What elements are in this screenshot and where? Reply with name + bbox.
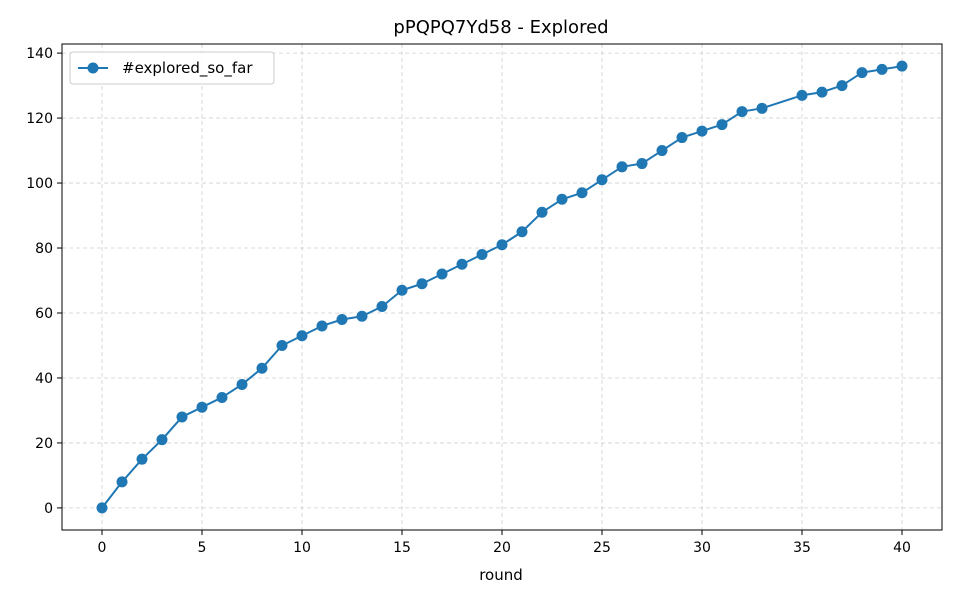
x-tick-label: 10 bbox=[293, 540, 311, 556]
data-point bbox=[316, 320, 328, 332]
data-point bbox=[796, 89, 808, 101]
y-tick-label: 20 bbox=[35, 436, 53, 452]
data-point bbox=[396, 284, 408, 296]
data-point bbox=[496, 239, 508, 251]
data-point bbox=[336, 313, 348, 325]
legend-box bbox=[69, 51, 275, 85]
x-axis-label: round bbox=[479, 566, 523, 584]
y-tick-label: 120 bbox=[26, 111, 53, 127]
data-point bbox=[676, 132, 688, 144]
data-point bbox=[536, 206, 548, 218]
data-point bbox=[736, 106, 748, 118]
y-tick-label: 60 bbox=[35, 306, 53, 322]
y-tick-label: 80 bbox=[35, 241, 53, 257]
x-tick-label: 20 bbox=[493, 540, 511, 556]
data-point bbox=[116, 476, 128, 488]
grid bbox=[62, 44, 942, 530]
data-point bbox=[276, 339, 288, 351]
y-tick-label: 0 bbox=[44, 501, 53, 517]
data-point bbox=[216, 391, 228, 403]
legend-label: #explored_so_far bbox=[122, 59, 253, 78]
x-tick-label: 5 bbox=[198, 540, 207, 556]
x-tick-label: 30 bbox=[693, 540, 711, 556]
data-point bbox=[896, 60, 908, 72]
data-point bbox=[136, 453, 148, 465]
data-point bbox=[416, 278, 428, 290]
x-tick-label: 25 bbox=[593, 540, 611, 556]
chart-title: pPQPQ7Yd58 - Explored bbox=[393, 17, 608, 38]
data-point bbox=[556, 193, 568, 205]
data-point bbox=[296, 330, 308, 342]
data-point bbox=[756, 102, 768, 114]
series-line bbox=[101, 65, 903, 509]
data-point bbox=[856, 67, 868, 79]
data-point bbox=[156, 434, 168, 446]
data-point bbox=[456, 258, 468, 270]
data-point bbox=[256, 362, 268, 374]
legend-marker bbox=[87, 62, 99, 74]
data-point bbox=[236, 378, 248, 390]
data-point bbox=[596, 174, 608, 186]
series-layer bbox=[96, 60, 908, 514]
data-point bbox=[436, 268, 448, 280]
legend: #explored_so_far bbox=[69, 51, 275, 85]
data-point bbox=[376, 300, 388, 312]
data-point bbox=[356, 310, 368, 322]
x-tick-label: 40 bbox=[893, 540, 911, 556]
x-tick-label: 35 bbox=[793, 540, 811, 556]
y-tick-label: 140 bbox=[26, 46, 53, 62]
data-point bbox=[196, 401, 208, 413]
data-point bbox=[836, 80, 848, 92]
data-point bbox=[616, 161, 628, 173]
data-point bbox=[696, 125, 708, 137]
data-point bbox=[656, 145, 668, 157]
data-point bbox=[96, 502, 108, 514]
y-tick-label: 100 bbox=[26, 176, 53, 192]
y-tick-label: 40 bbox=[35, 371, 53, 387]
x-tick-label: 0 bbox=[98, 540, 107, 556]
data-point bbox=[176, 411, 188, 423]
data-point bbox=[716, 119, 728, 131]
data-point bbox=[576, 187, 588, 199]
data-point bbox=[876, 63, 888, 75]
data-point bbox=[516, 226, 528, 238]
data-point bbox=[816, 86, 828, 98]
data-point bbox=[636, 158, 648, 170]
ticks: 0 5 10 15 20 25 30 35 40 0 20 40 60 80 100 120 140 bbox=[26, 46, 911, 556]
x-tick-label: 15 bbox=[393, 540, 411, 556]
data-point bbox=[476, 249, 488, 261]
